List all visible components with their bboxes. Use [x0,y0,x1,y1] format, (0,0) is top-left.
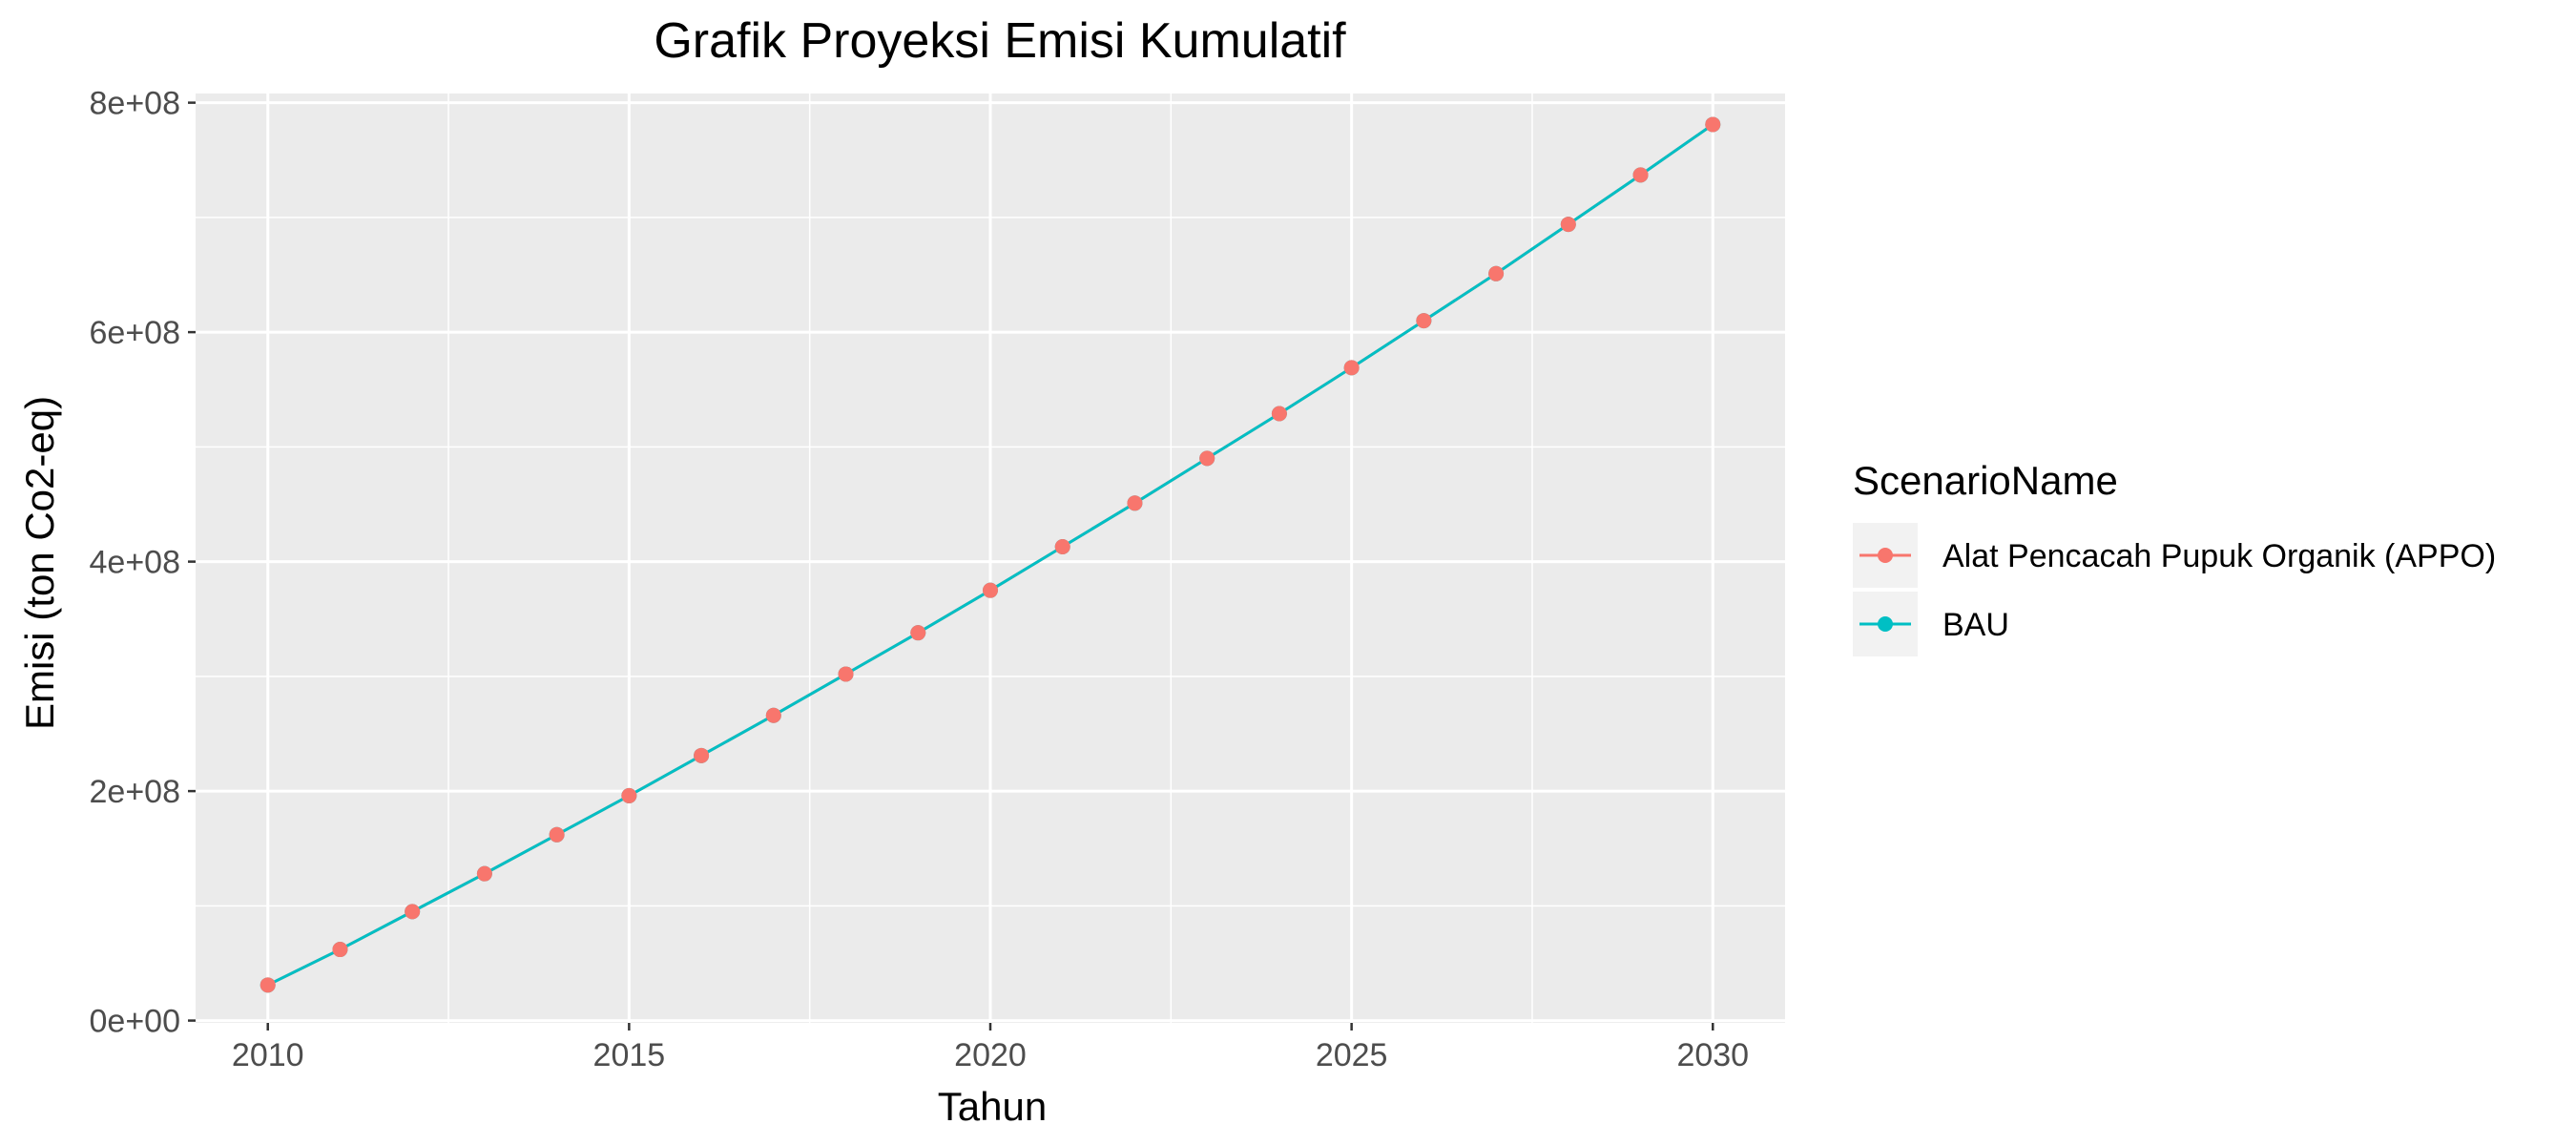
x-tick-label: 2010 [232,1037,304,1073]
data-point-0 [1271,406,1287,422]
x-axis-ticks: 2010 2015 2020 2025 2030 [232,1023,1749,1073]
y-tick-label: 0e+00 [90,1004,181,1040]
series-points [260,116,1721,993]
data-point-0 [549,826,565,843]
data-point-0 [1343,360,1360,376]
grid-major [196,94,1785,1023]
data-point-0 [1416,313,1432,329]
data-point-0 [694,747,710,763]
y-tick-label: 8e+08 [90,86,181,122]
chart-title: Grafik Proyeksi Emisi Kumulatif [654,13,1346,69]
data-point-0 [1199,450,1215,467]
data-point-0 [621,787,637,803]
data-point-0 [765,707,781,723]
x-tick-label: 2020 [954,1037,1027,1073]
data-point-0 [838,666,854,682]
y-tick-label: 4e+08 [90,545,181,581]
data-point-0 [910,625,926,641]
legend-title: ScenarioName [1853,458,2118,503]
legend: ScenarioName Alat Pencacah Pupuk Organik… [1853,458,2496,656]
y-tick-label: 2e+08 [90,774,181,810]
data-point-0 [476,865,492,882]
data-point-0 [1488,265,1505,281]
legend-items: Alat Pencacah Pupuk Organik (APPO) BAU [1853,523,2496,656]
x-tick-label: 2025 [1316,1037,1388,1073]
data-point-0 [1632,167,1649,183]
data-point-0 [260,977,276,993]
plot-area [196,94,1785,1023]
y-tick-label: 6e+08 [90,315,181,351]
legend-key-point [1878,548,1893,563]
data-point-0 [405,904,421,920]
data-point-0 [1560,217,1576,233]
data-point-0 [332,942,348,958]
axes: 2010 2015 2020 2025 2030 0e+00 2e+08 4e+08 6e+0… [90,86,1750,1073]
x-tick-label: 2015 [593,1037,666,1073]
data-point-0 [1054,538,1070,554]
x-axis-title: Tahun [938,1084,1047,1129]
x-tick-label: 2030 [1676,1037,1749,1073]
y-axis-title: Emisi (ton Co2-eq) [17,396,62,730]
data-point-0 [983,582,998,598]
data-point-0 [1127,495,1143,511]
data-point-0 [1705,116,1721,133]
legend-item-label: Alat Pencacah Pupuk Organik (APPO) [1942,538,2496,574]
legend-item-label: BAU [1942,607,2009,643]
y-axis-ticks: 0e+00 2e+08 4e+08 6e+08 8e+08 [90,86,196,1040]
legend-key-point [1878,616,1893,632]
